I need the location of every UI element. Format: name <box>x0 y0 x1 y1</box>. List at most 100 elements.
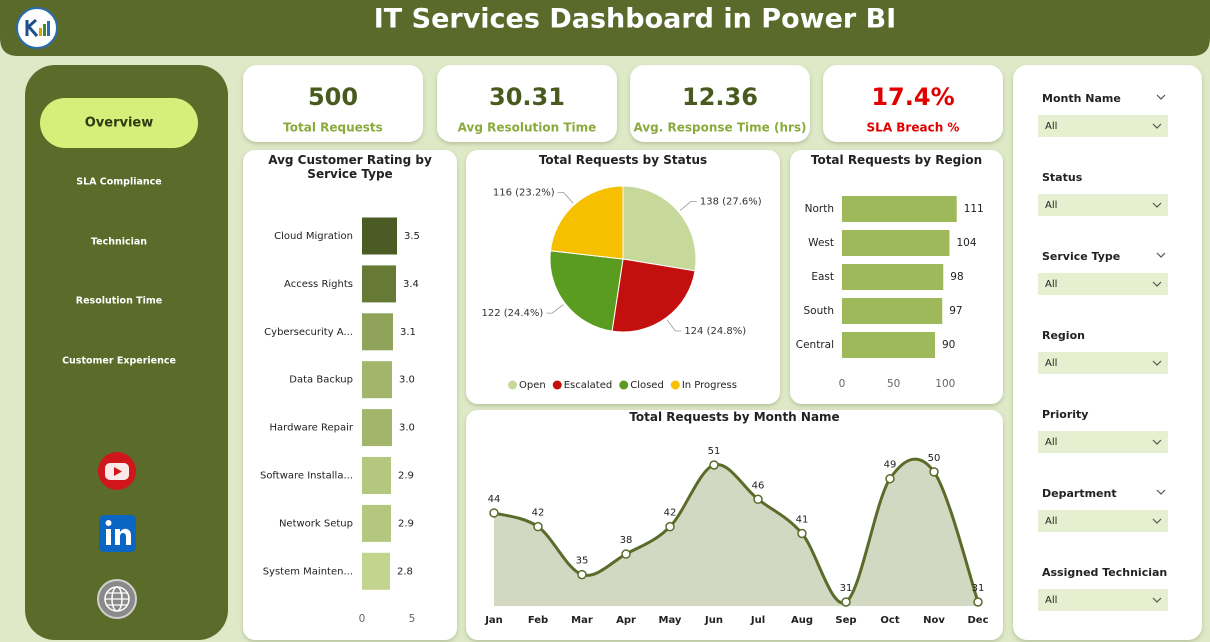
chart-title: Avg Customer Rating by Service Type <box>268 153 432 181</box>
nav-item[interactable]: SLA Compliance <box>76 177 162 188</box>
slicer-value[interactable]: All <box>1045 358 1057 369</box>
slicer-dropdown[interactable] <box>1038 589 1168 611</box>
slicer-dropdown[interactable] <box>1038 431 1168 453</box>
slicer-label: Service Type <box>1042 250 1120 263</box>
data-label: 42 <box>664 508 677 519</box>
slicer-value[interactable]: All <box>1045 121 1057 132</box>
x-tick-label: Apr <box>616 615 636 626</box>
data-label: 46 <box>752 480 765 491</box>
data-label: 3.5 <box>404 231 420 242</box>
x-tick-label: Mar <box>571 615 593 626</box>
bar <box>362 313 393 351</box>
slicer-dropdown[interactable] <box>1038 115 1168 137</box>
slicer-label-chevron <box>1156 489 1166 495</box>
x-tick-label: 50 <box>887 378 900 390</box>
data-label: 90 <box>942 339 955 351</box>
category-label: East <box>811 271 834 283</box>
x-tick-label: 5 <box>409 613 416 625</box>
bar <box>842 298 943 324</box>
x-tick-label: Jan <box>484 615 503 626</box>
bar <box>362 409 392 447</box>
slicer-value[interactable]: All <box>1045 437 1057 448</box>
slicer-value[interactable]: All <box>1045 200 1057 211</box>
data-label: 51 <box>708 446 721 457</box>
slicer-value[interactable]: All <box>1045 516 1057 527</box>
slicer-chevron <box>1152 281 1162 287</box>
chart-title-box: Total Requests by Status <box>539 153 707 167</box>
data-label: 138 (27.6%) <box>700 196 762 207</box>
point-marker <box>753 494 763 504</box>
bar <box>842 264 944 290</box>
data-label: 104 <box>956 237 976 249</box>
data-label: 31 <box>840 583 853 594</box>
slicer-chevron <box>1152 439 1162 445</box>
point-marker <box>489 508 499 518</box>
leader-line <box>679 201 697 211</box>
slicer-label: Assigned Technician <box>1042 566 1167 579</box>
slicer-dropdown[interactable] <box>1038 352 1168 374</box>
pie-slice <box>622 185 697 272</box>
point-marker <box>533 521 543 532</box>
chart-title-box: Avg Customer Rating by Service Type <box>268 153 432 181</box>
data-label: 97 <box>949 305 962 317</box>
bar <box>362 265 396 303</box>
category-label: System Mainten... <box>263 566 353 577</box>
logo <box>16 7 58 49</box>
category-label: South <box>803 305 834 317</box>
x-tick-label: Oct <box>880 615 899 626</box>
point-marker <box>621 549 631 559</box>
youtube-icon[interactable] <box>98 452 136 490</box>
legend-swatch <box>670 380 680 390</box>
pie-slice <box>549 250 624 332</box>
website-icon[interactable] <box>97 579 137 619</box>
legend-label: Closed <box>630 380 664 391</box>
category-label: Access Rights <box>284 279 353 290</box>
nav-active-button[interactable] <box>40 98 198 148</box>
point-marker <box>709 460 719 470</box>
bar <box>842 196 957 222</box>
slicer-dropdown[interactable] <box>1038 510 1168 532</box>
slicer-label-chevron <box>1156 94 1166 100</box>
category-label: Central <box>796 339 834 351</box>
x-tick-label: 100 <box>935 378 955 390</box>
nav-item-active[interactable]: Overview <box>85 116 154 131</box>
legend-swatch <box>552 380 562 390</box>
slicer-chevron <box>1152 518 1162 524</box>
slicer-dropdown[interactable] <box>1038 194 1168 216</box>
nav-item[interactable]: Resolution Time <box>76 296 162 307</box>
bar <box>362 552 390 590</box>
point-marker <box>885 473 895 484</box>
category-label: West <box>808 237 834 249</box>
leader-line <box>546 304 564 314</box>
bar <box>362 457 391 494</box>
kpi-value: 30.31 <box>489 83 565 111</box>
data-label: 98 <box>950 271 963 283</box>
nav-item[interactable]: Customer Experience <box>62 356 176 367</box>
slicer-value[interactable]: All <box>1045 595 1057 606</box>
chart-title: Total Requests by Region <box>810 153 983 167</box>
bar <box>842 230 950 256</box>
data-label: 2.9 <box>398 471 414 482</box>
kpi-card <box>823 65 1003 142</box>
legend-swatch <box>619 380 629 390</box>
chart-title: Total Requests by Month Name <box>629 410 840 424</box>
x-tick-label: Dec <box>967 615 988 626</box>
nav-item[interactable]: Technician <box>91 237 147 248</box>
data-label: 116 (23.2%) <box>493 188 555 199</box>
nav-panel <box>25 65 228 640</box>
bar <box>362 361 392 399</box>
legend-label: Escalated <box>564 380 612 391</box>
slicer-label: Department <box>1042 487 1117 500</box>
slicer-value[interactable]: All <box>1045 279 1057 290</box>
leader-line <box>666 319 682 332</box>
x-tick-label: 0 <box>839 378 846 390</box>
data-label: 2.9 <box>398 518 414 529</box>
x-tick-label: Jul <box>750 615 765 626</box>
kpi-label: Total Requests <box>283 121 383 135</box>
linkedin-icon[interactable] <box>99 515 136 552</box>
kpi-value: 12.36 <box>682 83 758 111</box>
slicer-dropdown[interactable] <box>1038 273 1168 295</box>
pie-slice <box>549 185 624 260</box>
